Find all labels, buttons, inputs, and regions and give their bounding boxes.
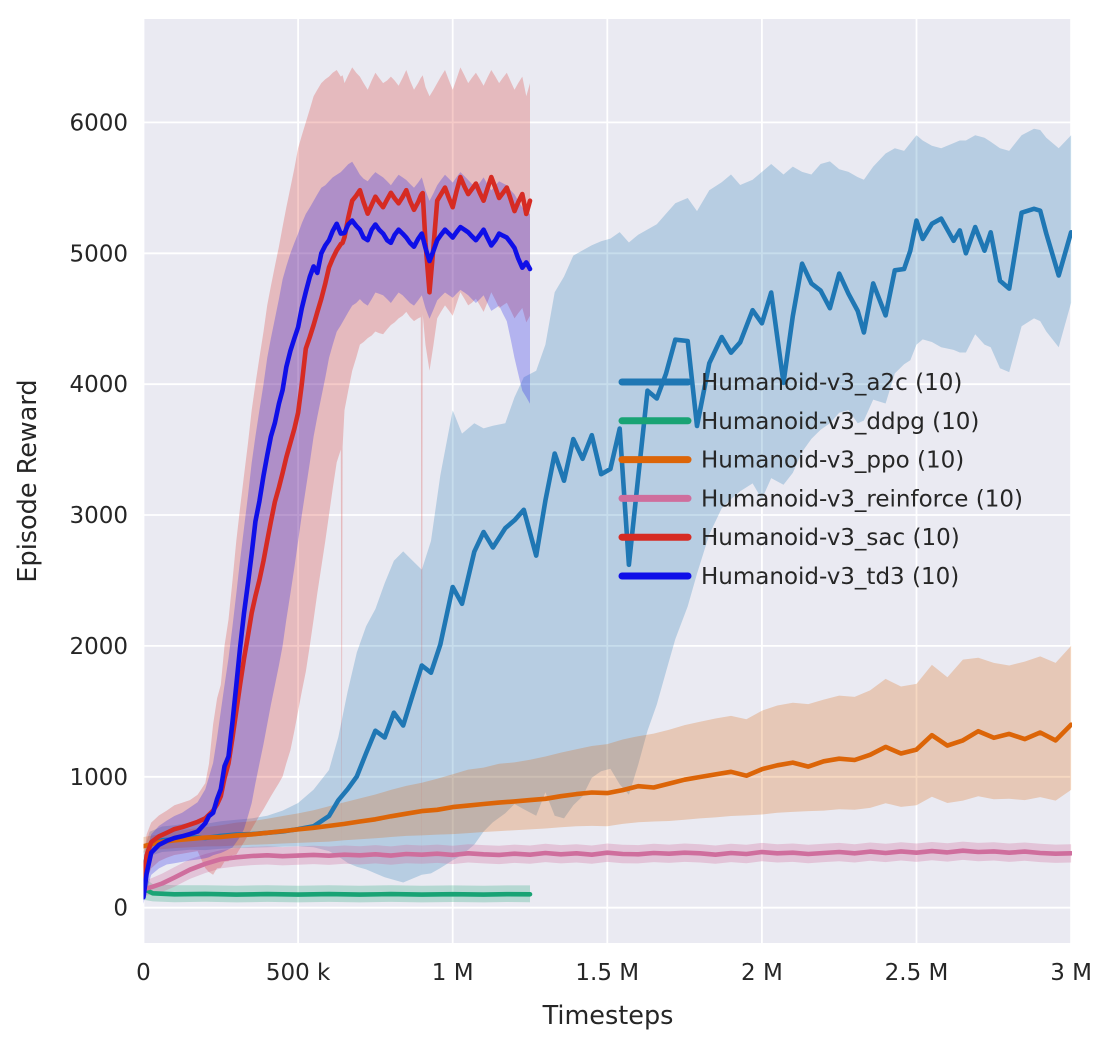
x-tick-label-2-5-m: 2.5 M [885,960,949,986]
legend-label-humanoid-v3-ddpg-10: Humanoid-v3_ddpg (10) [701,409,979,435]
x-tick-label-1-5-m: 1.5 M [575,960,639,986]
series-line-humanoid-v3-a2c-10 [143,206,1072,874]
legend-item-humanoid-v3-a2c-10: Humanoid-v3_a2c (10) [618,370,962,396]
y-tick-label-0: 0 [113,896,128,922]
x-axis-title: Timesteps [542,1001,674,1031]
legend-item-humanoid-v3-td3-10: Humanoid-v3_td3 (10) [618,564,959,590]
series-line-humanoid-v3-ppo-10 [143,722,1072,849]
legend-label-humanoid-v3-td3-10: Humanoid-v3_td3 (10) [701,564,959,590]
legend-label-humanoid-v3-reinforce-10: Humanoid-v3_reinforce (10) [701,486,1023,512]
legend-item-humanoid-v3-ddpg-10: Humanoid-v3_ddpg (10) [618,409,979,435]
y-tick-label-2000: 2000 [69,634,128,660]
legend-label-humanoid-v3-a2c-10: Humanoid-v3_a2c (10) [701,370,962,396]
y-tick-label-6000: 6000 [69,110,128,136]
x-tick-label-2-m: 2 M [741,960,783,986]
series-line-humanoid-v3-ddpg-10 [143,886,533,897]
legend-item-humanoid-v3-reinforce-10: Humanoid-v3_reinforce (10) [618,486,1023,512]
x-tick-label-1-m: 1 M [432,960,474,986]
x-tick-label-0: 0 [136,960,151,986]
series-line-humanoid-v3-reinforce-10 [143,848,1072,892]
series-band-humanoid-v3-td3-10 [143,161,530,904]
legend-label-humanoid-v3-sac-10: Humanoid-v3_sac (10) [701,525,960,551]
legend-label-humanoid-v3-ppo-10: Humanoid-v3_ppo (10) [701,448,964,474]
series-line-humanoid-v3-td3-10 [143,218,533,900]
y-tick-label-4000: 4000 [69,372,128,398]
series-band-humanoid-v3-a2c-10 [143,128,1072,883]
y-tick-label-1000: 1000 [69,765,128,791]
y-axis-title: Episode Reward [13,379,43,582]
y-tick-label-5000: 5000 [69,241,128,267]
legend-item-humanoid-v3-ppo-10: Humanoid-v3_ppo (10) [618,448,964,474]
x-tick-label-500-k: 500 k [266,960,331,986]
legend: Humanoid-v3_a2c (10) Humanoid-v3_ddpg (10… [618,370,1023,590]
legend-item-humanoid-v3-sac-10: Humanoid-v3_sac (10) [618,525,960,551]
y-tick-label-3000: 3000 [69,503,128,529]
series-band-humanoid-v3-ppo-10 [143,645,1072,853]
x-tick-label-3-m: 3 M [1050,960,1092,986]
